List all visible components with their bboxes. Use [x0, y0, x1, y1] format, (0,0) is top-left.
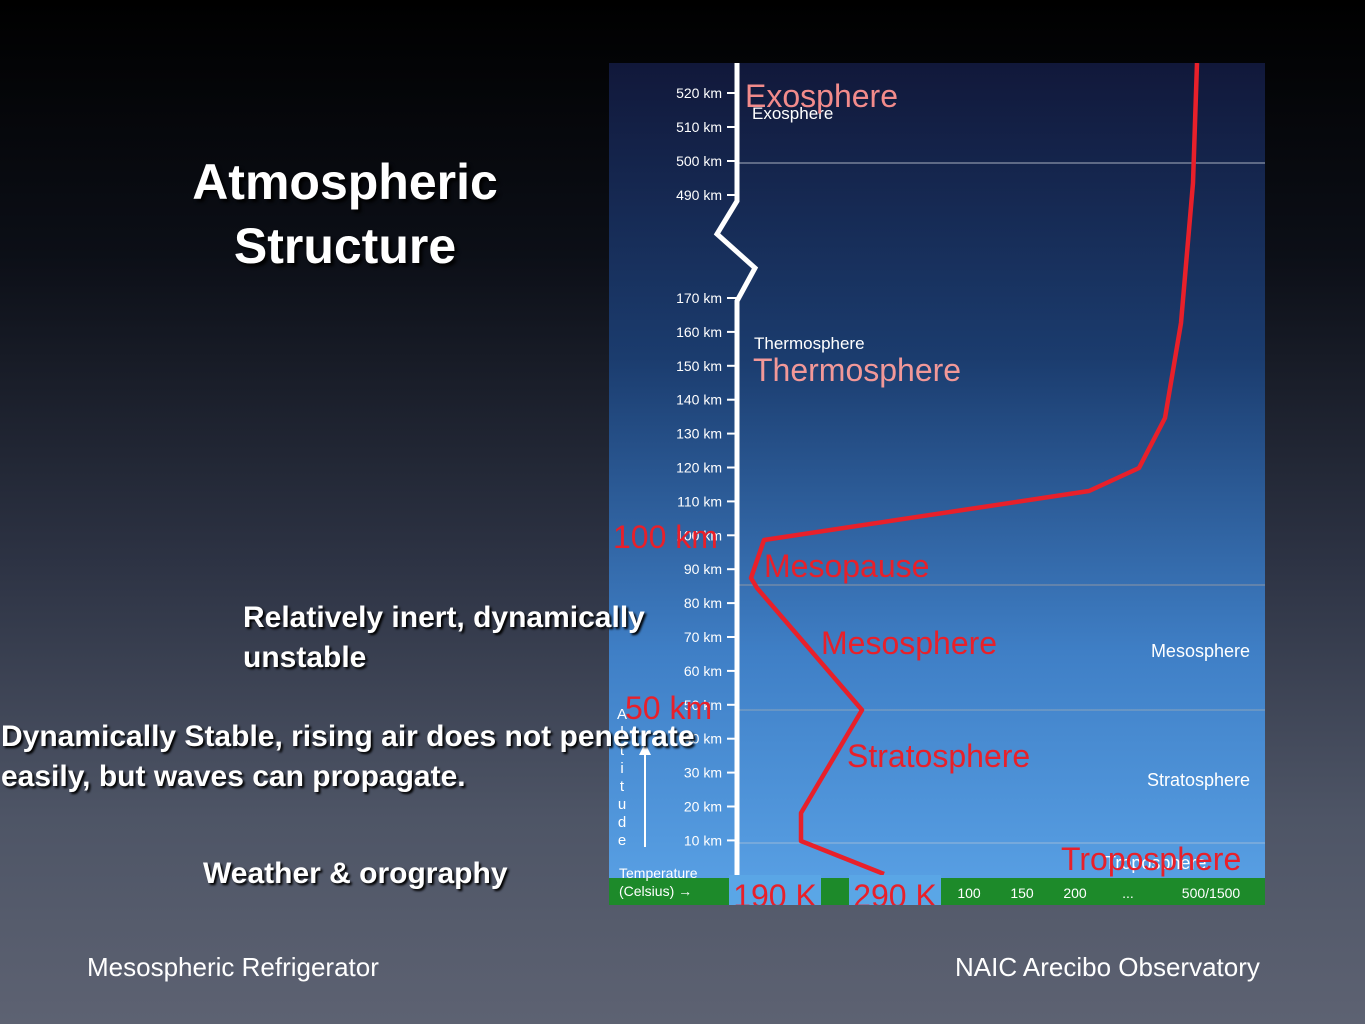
altitude-tick-label: 50 km: [684, 697, 722, 713]
exosphere-label-small: Exosphere: [752, 104, 833, 123]
temperature-curve: [748, 63, 1200, 877]
stratosphere-note: Dynamically Stable, rising air does not …: [1, 717, 695, 797]
altitude-tick-label: 80 km: [684, 595, 722, 611]
mesopause-label: Mesopause: [764, 548, 929, 584]
temperature-tick-label: 200: [1063, 885, 1087, 901]
kelvin-190-label: 190 K: [733, 878, 817, 905]
troposphere-label: Troposphere: [1061, 841, 1241, 877]
stratosphere-label: Stratosphere: [847, 738, 1030, 774]
altitude-axis-letter: i: [620, 760, 623, 777]
temperature-tick-label: ...: [1122, 885, 1134, 901]
altitude-tick-upper-label: 520 km: [676, 85, 722, 101]
altitude-tick-label: 20 km: [684, 799, 722, 815]
slide-title: Atmospheric Structure: [140, 150, 550, 278]
troposphere-note: Weather & orography: [203, 857, 508, 890]
altitude-arrow-head: [639, 743, 651, 755]
altitude-tick-label: 130 km: [676, 426, 722, 442]
altitude-axis: [713, 63, 759, 905]
temperature-label-line2: (Celsius) →: [619, 883, 692, 899]
title-line-2: Structure: [233, 218, 457, 274]
title-line-1: Atmospheric: [192, 154, 498, 210]
altitude-tick-label: 60 km: [684, 663, 722, 679]
altitude-tick-label: 110 km: [677, 493, 722, 509]
altitude-axis-letter: u: [618, 796, 626, 813]
altitude-50km-label: 50 km: [625, 690, 712, 726]
stratosphere-note-line1: Dynamically Stable, rising air does not …: [1, 720, 695, 753]
stratosphere-note-line2: easily, but waves can propagate.: [1, 760, 466, 793]
mesosphere-label-small: Mesosphere: [1151, 641, 1250, 661]
thermosphere-label: Thermosphere: [753, 352, 961, 388]
altitude-tick-label: 30 km: [684, 765, 722, 781]
footer-left: Mesospheric Refrigerator: [87, 952, 379, 982]
altitude-ticks: 520 km 510 km 500 km 490 km 170 km 160 km 150 …: [676, 85, 737, 848]
troposphere-label-small: Troposphere: [1105, 853, 1206, 873]
altitude-axis-letter: A: [617, 706, 627, 723]
altitude-tick-label: 40 km: [684, 731, 722, 747]
altitude-tick-label: 10 km: [684, 832, 722, 848]
altitude-100km-label: 100 km: [613, 519, 718, 555]
temperature-axis-label: Temperature (Celsius) →: [619, 865, 701, 899]
thermosphere-label-small: Thermosphere: [754, 334, 865, 353]
mesosphere-label: Mesosphere: [821, 625, 997, 661]
altitude-tick-label: 70 km: [684, 629, 722, 645]
mesosphere-note-line1: Relatively inert, dynamically: [243, 601, 645, 634]
altitude-tick-label: 160 km: [676, 324, 722, 340]
temperature-tick-label: 100: [957, 885, 981, 901]
temperature-label-line1: Temperature: [619, 865, 698, 881]
altitude-tick-upper-label: 500 km: [676, 153, 722, 169]
atmosphere-diagram: 520 km 510 km 500 km 490 km 170 km 160 km 150 …: [609, 63, 1265, 905]
altitude-tick-upper-label: 510 km: [676, 119, 722, 135]
altitude-axis-letter: t: [620, 742, 625, 759]
temperature-tick-label: 150: [1010, 885, 1034, 901]
altitude-tick-label: 170 km: [676, 290, 722, 306]
altitude-axis-letter: t: [620, 778, 625, 795]
altitude-tick-label: 140 km: [676, 392, 722, 408]
altitude-tick-upper-label: 490 km: [676, 187, 722, 203]
footer-right: NAIC Arecibo Observatory: [955, 952, 1260, 982]
mesosphere-note: Relatively inert, dynamically unstable: [243, 598, 645, 678]
temperature-ticks: 100 150 200... 500/1500: [957, 885, 1240, 901]
altitude-axis-letter: l: [620, 724, 623, 741]
kelvin-box-290: [849, 875, 941, 905]
kelvin-290-label: 290 K: [853, 878, 937, 905]
altitude-axis-letter: e: [618, 832, 626, 849]
altitude-tick-label: 120 km: [676, 460, 722, 476]
mesosphere-note-line2: unstable: [243, 641, 367, 674]
sky-background: [609, 63, 1265, 905]
stratosphere-label-small: Stratosphere: [1147, 770, 1250, 790]
altitude-axis-letter: d: [618, 814, 626, 831]
kelvin-box-190: [729, 875, 821, 905]
altitude-tick-label: 150 km: [676, 358, 722, 374]
exosphere-label: Exosphere: [745, 78, 898, 114]
altitude-tick-label: 90 km: [684, 561, 722, 577]
altitude-tick-label: 100 km: [676, 527, 722, 543]
temperature-tick-label: 500/1500: [1182, 885, 1241, 901]
